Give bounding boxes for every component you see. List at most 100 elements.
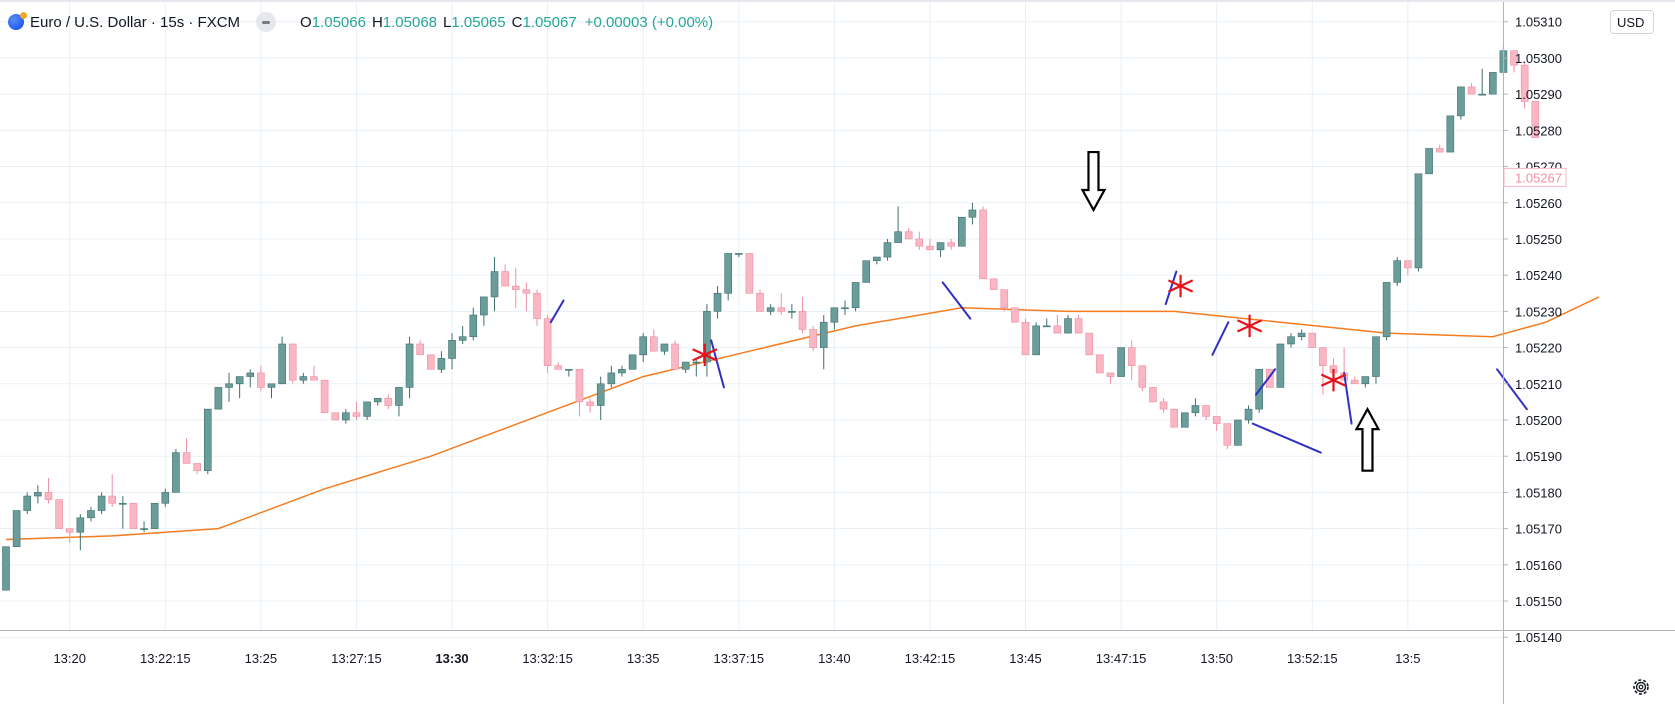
candle: [203, 408, 212, 475]
drawings[interactable]: [549, 150, 1528, 472]
candle-body: [1414, 173, 1423, 269]
candle: [1223, 423, 1232, 449]
candle: [458, 325, 467, 344]
candle: [650, 329, 658, 352]
candle: [267, 383, 276, 399]
candle-body: [140, 528, 148, 530]
last-price-label: 1.05267: [1515, 170, 1562, 185]
candle: [979, 206, 987, 280]
candle: [310, 365, 318, 381]
candle-body: [1297, 332, 1306, 338]
candle-body: [1382, 282, 1391, 338]
star-stroke: [692, 348, 718, 362]
candle-body: [1042, 325, 1051, 328]
candle-body: [1287, 336, 1295, 345]
candle-body: [1234, 419, 1242, 446]
candle-body: [1404, 260, 1412, 269]
candle: [947, 238, 955, 250]
candle-body: [1064, 318, 1072, 334]
candle: [713, 286, 722, 319]
price-tick-label: 1.05190: [1515, 449, 1562, 464]
candle-body: [225, 383, 233, 388]
candle: [565, 369, 573, 377]
candle: [692, 358, 701, 377]
candle: [34, 485, 42, 504]
open-key: O: [300, 13, 312, 31]
candle-body: [1319, 347, 1327, 366]
candle-body: [1446, 115, 1455, 153]
candle: [1021, 318, 1030, 356]
candle-body: [681, 361, 690, 370]
candle: [1127, 340, 1136, 381]
candle: [1393, 257, 1402, 287]
star-stroke: [1167, 279, 1194, 293]
candle-body: [342, 412, 350, 421]
candle-body: [320, 379, 329, 414]
time-tick-label: 13:25: [245, 651, 278, 666]
candle-body: [1467, 86, 1476, 95]
time-tick-label: 13:37:15: [713, 651, 764, 666]
candle-body: [1202, 405, 1210, 417]
candle: [968, 202, 977, 225]
price-tick-label: 1.05160: [1515, 558, 1562, 573]
candle: [894, 206, 902, 243]
candle-body: [947, 242, 955, 247]
hide-legend-icon[interactable]: [256, 12, 277, 32]
candle-body: [841, 307, 849, 310]
candle: [44, 477, 53, 504]
time-tick-label: 13:5: [1395, 651, 1420, 666]
candle-body: [926, 245, 934, 251]
candle-body: [979, 209, 987, 280]
candle: [1287, 333, 1295, 348]
candle: [278, 336, 286, 385]
price-tick-label: 1.05250: [1515, 232, 1562, 247]
candle: [416, 340, 424, 356]
candle-body: [607, 372, 616, 385]
candle: [1170, 408, 1178, 428]
candle-body: [87, 510, 95, 519]
candle: [777, 293, 786, 315]
candle: [1414, 173, 1423, 272]
candle: [363, 401, 371, 420]
symbol-flag-icon: [8, 12, 27, 30]
settings-gear-icon[interactable]: [1630, 676, 1652, 698]
candle: [511, 267, 520, 308]
candle-body: [1138, 365, 1147, 388]
close-key: C: [511, 13, 523, 31]
time-tick-label: 13:42:15: [905, 651, 956, 666]
candle: [384, 394, 393, 410]
price-tick-label: 1.05150: [1515, 594, 1562, 609]
candle-body: [1032, 325, 1040, 356]
candle: [809, 325, 817, 352]
candle: [926, 238, 934, 251]
candle-body: [288, 343, 297, 381]
price-tick-label: 1.05200: [1515, 413, 1562, 428]
candle-body: [957, 216, 966, 247]
candle: [862, 260, 871, 283]
currency-button[interactable]: USD: [1610, 10, 1654, 34]
candle-body: [1212, 416, 1221, 424]
candle: [1159, 398, 1168, 413]
candle-body: [405, 343, 414, 388]
candle-body: [44, 492, 53, 500]
candle: [660, 343, 669, 355]
candle-body: [1308, 332, 1317, 348]
candle-body: [267, 383, 276, 388]
candle-body: [1053, 325, 1062, 334]
candle: [1457, 86, 1465, 120]
candle-body: [278, 343, 286, 385]
candle: [554, 362, 563, 370]
candle-body: [1000, 289, 1009, 309]
down-arrow: [1080, 150, 1107, 213]
candle-body: [437, 358, 446, 370]
candle: [288, 343, 297, 384]
candle: [745, 253, 754, 294]
candle: [246, 369, 255, 388]
candle: [819, 315, 828, 370]
symbol-name[interactable]: Euro / U.S. Dollar · 15s · FXCM: [30, 13, 241, 31]
time-tick-label: 13:20: [53, 651, 86, 666]
candle-body: [1425, 148, 1433, 175]
candle-body: [618, 369, 626, 374]
